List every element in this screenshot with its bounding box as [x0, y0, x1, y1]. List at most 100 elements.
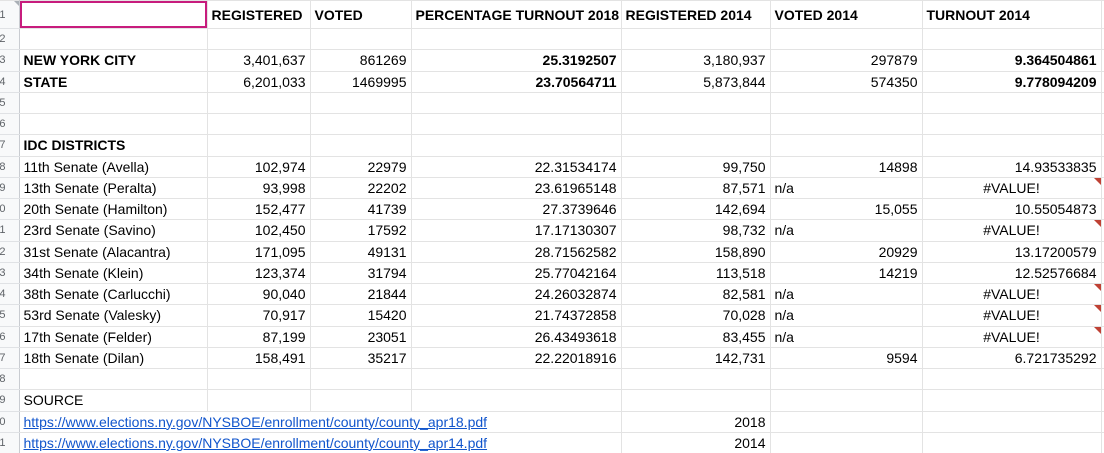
- cell[interactable]: 574350: [770, 71, 923, 93]
- cell[interactable]: 34th Senate (Klein): [19, 262, 208, 285]
- cell[interactable]: 171,095: [207, 241, 311, 263]
- row-header[interactable]: 2: [0, 28, 20, 51]
- source-link[interactable]: https://www.elections.ny.gov/NYSBOE/enro…: [23, 413, 488, 430]
- cell[interactable]: 26.43493618: [411, 326, 622, 348]
- selected-cell[interactable]: [19, 0, 208, 29]
- row-header[interactable]: 10: [0, 198, 20, 221]
- cell[interactable]: 9594: [770, 347, 923, 370]
- cell[interactable]: 31794: [310, 262, 412, 285]
- cell[interactable]: 142,731: [621, 347, 771, 370]
- cell[interactable]: 70,028: [621, 304, 771, 327]
- cell[interactable]: 98,732: [621, 219, 771, 242]
- cell[interactable]: n/a: [770, 326, 923, 348]
- cell[interactable]: [922, 113, 1102, 136]
- cell[interactable]: [770, 411, 923, 433]
- cell[interactable]: 6.721735292: [922, 347, 1102, 370]
- cell[interactable]: 27.3739646: [411, 198, 622, 221]
- column-header-cell[interactable]: TURNOUT 2014: [922, 0, 1102, 29]
- column-header-cell[interactable]: VOTED: [310, 0, 412, 29]
- cell[interactable]: [621, 113, 771, 136]
- cell[interactable]: 14898: [770, 156, 923, 178]
- cell[interactable]: 861269: [310, 49, 412, 72]
- cell[interactable]: 10.55054873: [922, 198, 1102, 221]
- cell[interactable]: 23rd Senate (Savino): [19, 219, 208, 242]
- row-header[interactable]: 4: [0, 71, 20, 93]
- cell[interactable]: 38th Senate (Carlucchi): [19, 283, 208, 306]
- cell[interactable]: STATE: [19, 71, 208, 93]
- cell[interactable]: 49131: [310, 241, 412, 263]
- column-header-cell[interactable]: PERCENTAGE TURNOUT 2018: [411, 0, 622, 29]
- row-header[interactable]: 7: [0, 134, 20, 157]
- row-header[interactable]: 5: [0, 92, 20, 115]
- cell[interactable]: 35217: [310, 347, 412, 370]
- cell[interactable]: NEW YORK CITY: [19, 49, 208, 72]
- cell[interactable]: IDC DISTRICTS: [19, 134, 208, 157]
- cell[interactable]: [207, 368, 311, 391]
- cell[interactable]: 3,180,937: [621, 49, 771, 72]
- cell[interactable]: [922, 28, 1102, 51]
- cell[interactable]: [19, 113, 208, 136]
- cell[interactable]: [922, 368, 1102, 391]
- cell[interactable]: 41739: [310, 198, 412, 221]
- cell[interactable]: 99,750: [621, 156, 771, 178]
- cell[interactable]: 2018: [621, 411, 771, 433]
- cell[interactable]: [19, 28, 208, 51]
- cell[interactable]: [770, 134, 923, 157]
- row-header[interactable]: 11: [0, 219, 20, 242]
- cell[interactable]: 297879: [770, 49, 923, 72]
- cell[interactable]: [207, 28, 311, 51]
- row-header[interactable]: 20: [0, 411, 20, 433]
- cell[interactable]: 14.93533835: [922, 156, 1102, 178]
- cell[interactable]: [411, 134, 622, 157]
- cell[interactable]: [621, 92, 771, 115]
- cell[interactable]: 87,199: [207, 326, 311, 348]
- cell[interactable]: 12.52576684: [922, 262, 1102, 285]
- cell[interactable]: 17592: [310, 219, 412, 242]
- cell[interactable]: [770, 113, 923, 136]
- cell[interactable]: 20929: [770, 241, 923, 263]
- cell[interactable]: 17.17130307: [411, 219, 622, 242]
- cell[interactable]: 123,374: [207, 262, 311, 285]
- cell[interactable]: 18th Senate (Dilan): [19, 347, 208, 370]
- cell[interactable]: 102,450: [207, 219, 311, 242]
- cell[interactable]: [770, 28, 923, 51]
- cell[interactable]: [411, 92, 622, 115]
- cell[interactable]: [770, 389, 923, 412]
- column-header-cell[interactable]: REGISTERED: [207, 0, 311, 29]
- row-header[interactable]: 8: [0, 156, 20, 178]
- cell[interactable]: [310, 134, 412, 157]
- cell[interactable]: [922, 389, 1102, 412]
- cell[interactable]: [621, 389, 771, 412]
- cell[interactable]: 31st Senate (Alacantra): [19, 241, 208, 263]
- cell[interactable]: 1469995: [310, 71, 412, 93]
- cell[interactable]: 23.61965148: [411, 177, 622, 200]
- row-header[interactable]: 15: [0, 304, 20, 327]
- row-header[interactable]: 19: [0, 389, 20, 412]
- cell[interactable]: 22.31534174: [411, 156, 622, 178]
- cell[interactable]: 113,518: [621, 262, 771, 285]
- cell[interactable]: n/a: [770, 304, 923, 327]
- row-header[interactable]: 12: [0, 241, 20, 263]
- cell[interactable]: 17th Senate (Felder): [19, 326, 208, 348]
- cell[interactable]: [411, 28, 622, 51]
- cell[interactable]: 15420: [310, 304, 412, 327]
- row-header[interactable]: 16: [0, 326, 20, 348]
- cell[interactable]: 6,201,033: [207, 71, 311, 93]
- cell[interactable]: 23.70564711: [411, 71, 622, 93]
- cell[interactable]: 15,055: [770, 198, 923, 221]
- cell[interactable]: 93,998: [207, 177, 311, 200]
- cell[interactable]: 24.26032874: [411, 283, 622, 306]
- cell[interactable]: #VALUE!: [922, 326, 1102, 348]
- cell[interactable]: 152,477: [207, 198, 311, 221]
- cell[interactable]: 142,694: [621, 198, 771, 221]
- cell[interactable]: n/a: [770, 219, 923, 242]
- cell[interactable]: [411, 113, 622, 136]
- cell[interactable]: #VALUE!: [922, 283, 1102, 306]
- cell[interactable]: https://www.elections.ny.gov/NYSBOE/enro…: [19, 432, 622, 453]
- cell[interactable]: 25.3192507: [411, 49, 622, 72]
- row-header[interactable]: 14: [0, 283, 20, 306]
- cell[interactable]: #VALUE!: [922, 219, 1102, 242]
- cell[interactable]: 28.71562582: [411, 241, 622, 263]
- cell[interactable]: 9.364504861: [922, 49, 1102, 72]
- row-header[interactable]: 18: [0, 368, 20, 391]
